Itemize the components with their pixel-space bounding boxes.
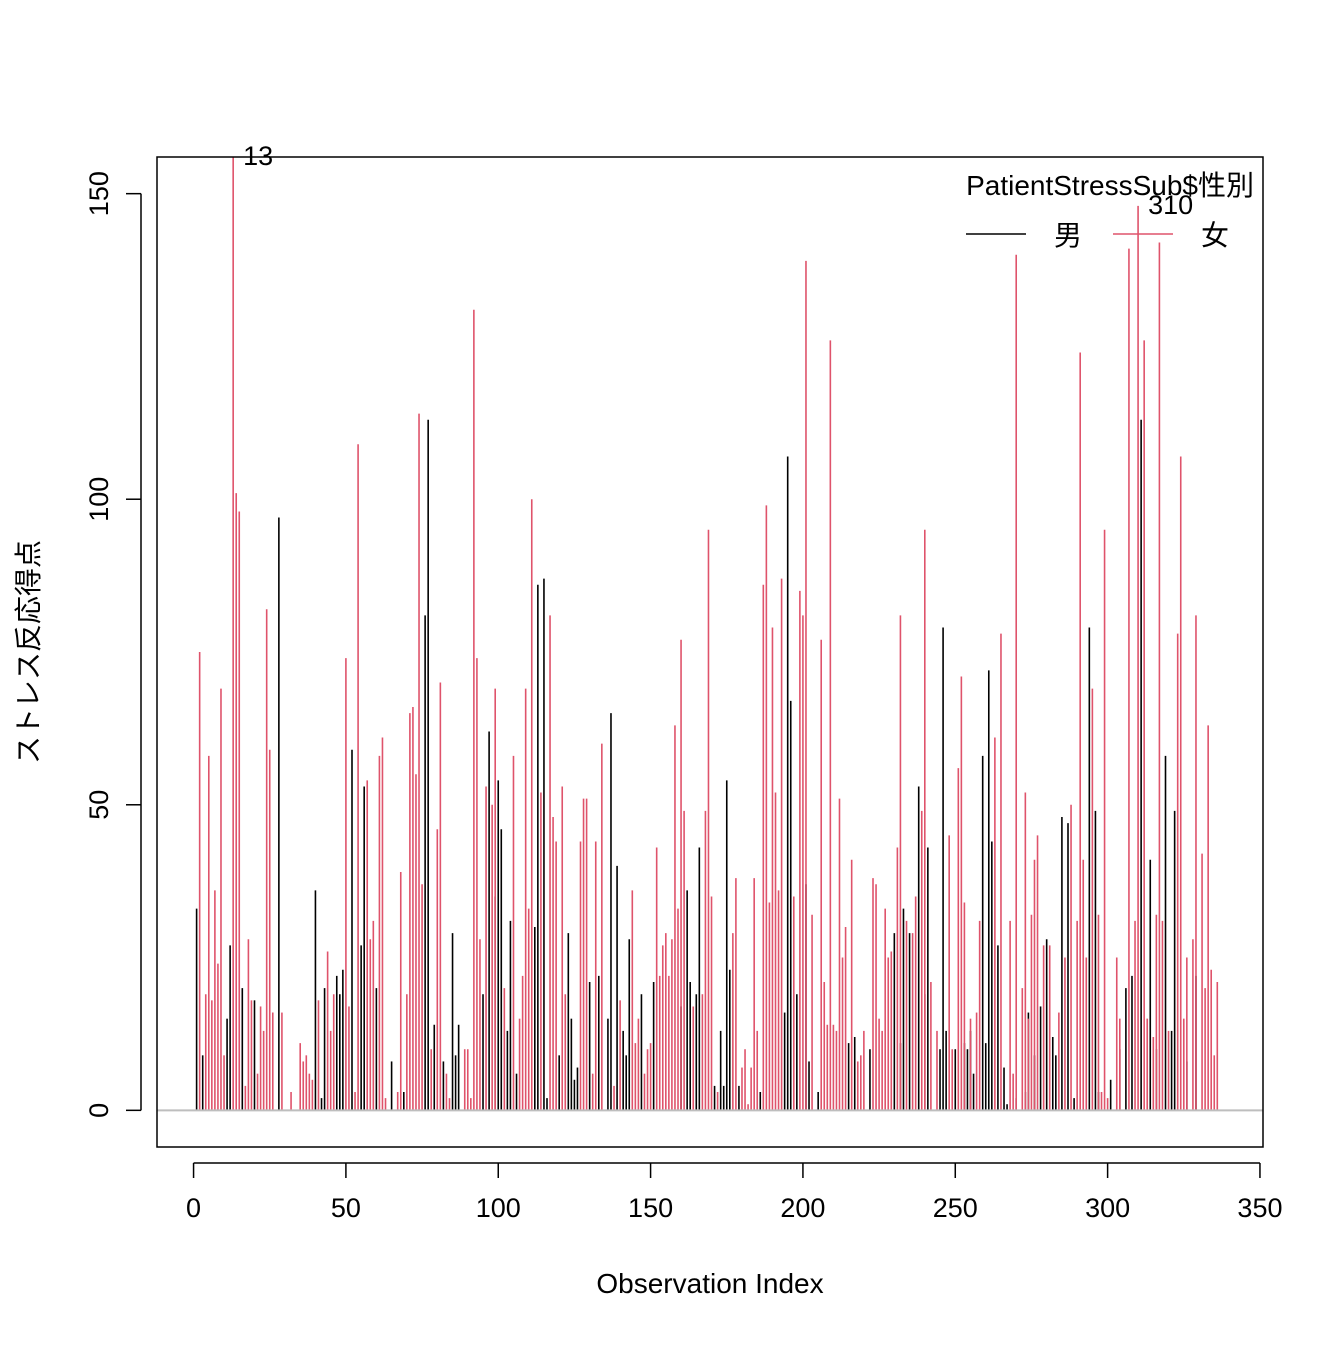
axes-layer: 0 50 100 150 200 250 300 350 0 50 100 150: [84, 171, 1282, 1223]
y-tick-label: 150: [84, 171, 114, 216]
legend-title: PatientStressSub$性別: [966, 170, 1254, 201]
bars-layer: [195, 157, 1219, 1111]
x-tick-label: 0: [186, 1193, 201, 1223]
x-tick-label: 150: [628, 1193, 673, 1223]
x-tick-label: 250: [933, 1193, 978, 1223]
x-tick-label: 300: [1085, 1193, 1130, 1223]
y-tick-label: 0: [84, 1103, 114, 1118]
point-label: 13: [243, 141, 273, 171]
x-tick-label: 350: [1237, 1193, 1282, 1223]
legend-label-female: 女: [1201, 220, 1229, 251]
x-tick-label: 200: [780, 1193, 825, 1223]
x-axis-label: Observation Index: [596, 1268, 823, 1299]
annotations-layer: 13 310: [243, 141, 1193, 220]
y-tick-label: 50: [84, 790, 114, 820]
x-tick-label: 100: [476, 1193, 521, 1223]
point-label: 310: [1148, 190, 1193, 220]
legend: PatientStressSub$性別 男 女: [966, 170, 1254, 251]
legend-label-male: 男: [1054, 220, 1082, 251]
y-axis-label: ストレス反応得点: [13, 540, 44, 764]
x-tick-label: 50: [331, 1193, 361, 1223]
y-tick-label: 100: [84, 477, 114, 522]
plot-frame: [156, 156, 1264, 1148]
